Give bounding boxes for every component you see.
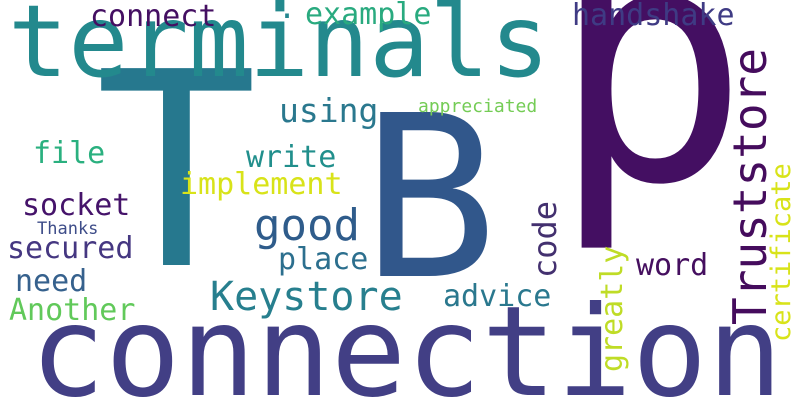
word-greatly: greatly bbox=[595, 245, 630, 372]
word-word: word bbox=[636, 248, 709, 283]
word-B: B bbox=[362, 68, 498, 330]
word-terminals: terminals bbox=[8, 0, 550, 100]
word-socket: socket bbox=[22, 188, 131, 223]
word-certificate: certificate bbox=[766, 163, 797, 342]
word-appreciated: appreciated bbox=[418, 96, 538, 117]
word-connection: connection bbox=[30, 280, 783, 400]
word-using: using bbox=[279, 91, 379, 130]
word-good: good bbox=[254, 200, 360, 251]
word-need: need bbox=[15, 264, 88, 299]
word-write: write bbox=[246, 140, 337, 175]
word-Thanks: Thanks bbox=[37, 219, 99, 239]
word-T: T bbox=[95, 14, 258, 329]
word-Keystore: Keystore bbox=[210, 274, 403, 320]
word-code: code bbox=[526, 200, 564, 278]
word-handshake: handshake bbox=[572, 0, 735, 33]
word-connect: connect bbox=[90, 0, 217, 34]
word-implement: implement bbox=[180, 167, 343, 202]
word-p: p bbox=[551, 0, 750, 257]
word-advice: advice bbox=[443, 279, 552, 314]
word-dot: . bbox=[278, 0, 297, 26]
word-place: place bbox=[278, 242, 369, 277]
word-file: file bbox=[33, 136, 106, 171]
word-Another: Another bbox=[9, 293, 136, 328]
word-secured: secured bbox=[7, 231, 134, 266]
word-example: example bbox=[305, 0, 432, 32]
